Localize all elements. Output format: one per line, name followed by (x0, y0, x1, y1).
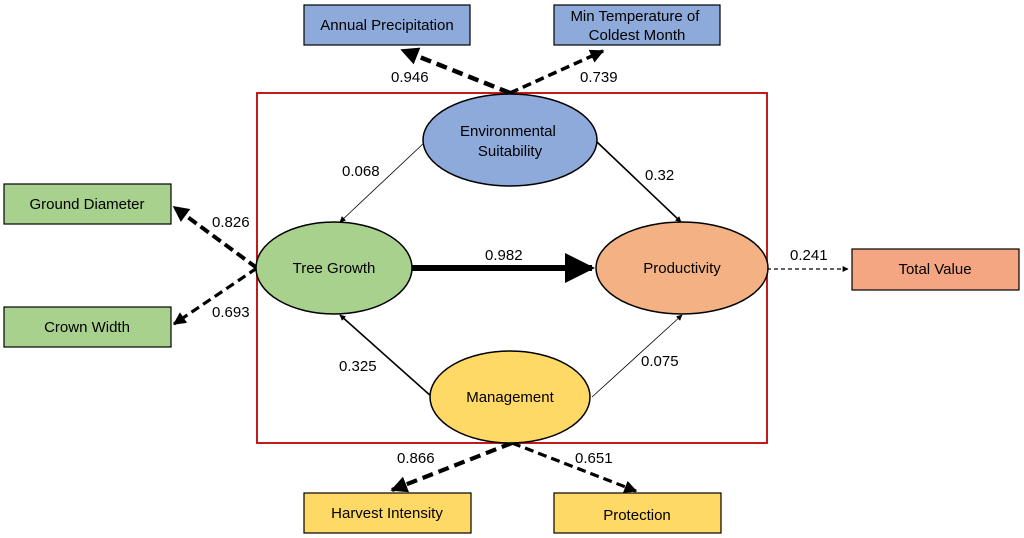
label-harvest-intensity: Harvest Intensity (331, 505, 443, 522)
node-management (429, 350, 591, 444)
label-management: Management (466, 389, 554, 406)
arrow-mgmt-to-prod (591, 314, 683, 398)
label-crown-width: Crown Width (44, 319, 130, 336)
coef-mgmt-prod: 0.075 (641, 353, 679, 370)
box-min-temperature (553, 4, 721, 46)
coef-mgmt-tree: 0.325 (339, 358, 377, 375)
arrow-mgmt-to-tree (339, 314, 433, 398)
label-min-temperature-line2: Coldest Month (589, 27, 686, 44)
coef-env-tree: 0.068 (342, 163, 380, 180)
box-protection (553, 492, 722, 534)
node-tree-growth (255, 221, 413, 315)
label-annual-precipitation: Annual Precipitation (320, 17, 453, 34)
loading-min-temperature: 0.739 (580, 69, 618, 86)
loading-protection: 0.651 (575, 450, 613, 467)
label-min-temperature-line1: Min Temperature of (570, 8, 700, 25)
loading-annual-precipitation: 0.946 (391, 69, 429, 86)
label-ground-diameter: Ground Diameter (29, 196, 144, 213)
arrow-tree-to-crown-width (172, 266, 258, 326)
arrow-mgmt-to-harvest-intensity (390, 441, 513, 493)
arrow-env-to-min-temperature (509, 49, 605, 95)
label-min-temperature: Min Temperature of Coldest Month (570, 8, 703, 44)
loading-crown-width: 0.693 (212, 304, 250, 321)
box-total-value (851, 248, 1020, 291)
node-environmental-suitability (422, 93, 598, 187)
arrow-env-to-prod (596, 141, 682, 223)
label-env-line2: Suitability (478, 143, 543, 160)
arrow-env-to-annual-precipitation (400, 47, 511, 96)
node-productivity (595, 221, 769, 315)
box-harvest-intensity (303, 492, 472, 534)
arrow-tree-to-ground-diameter (172, 205, 259, 270)
loading-harvest-intensity: 0.866 (397, 450, 435, 467)
loading-ground-diameter: 0.826 (212, 214, 250, 231)
label-tree-growth: Tree Growth (293, 260, 376, 277)
label-environmental-suitability: Environmental Suitability (460, 123, 560, 160)
coef-tree-prod: 0.982 (485, 247, 523, 264)
box-ground-diameter (3, 183, 172, 225)
box-annual-precipitation (303, 4, 471, 46)
label-total-value: Total Value (898, 261, 971, 278)
coef-env-prod: 0.32 (645, 167, 674, 184)
label-productivity: Productivity (643, 260, 721, 277)
box-crown-width (3, 306, 172, 348)
label-protection: Protection (603, 507, 671, 524)
loading-total-value: 0.241 (790, 247, 828, 264)
label-env-line1: Environmental (460, 123, 556, 140)
arrow-mgmt-to-protection (511, 441, 638, 493)
arrow-env-to-tree (339, 141, 426, 223)
